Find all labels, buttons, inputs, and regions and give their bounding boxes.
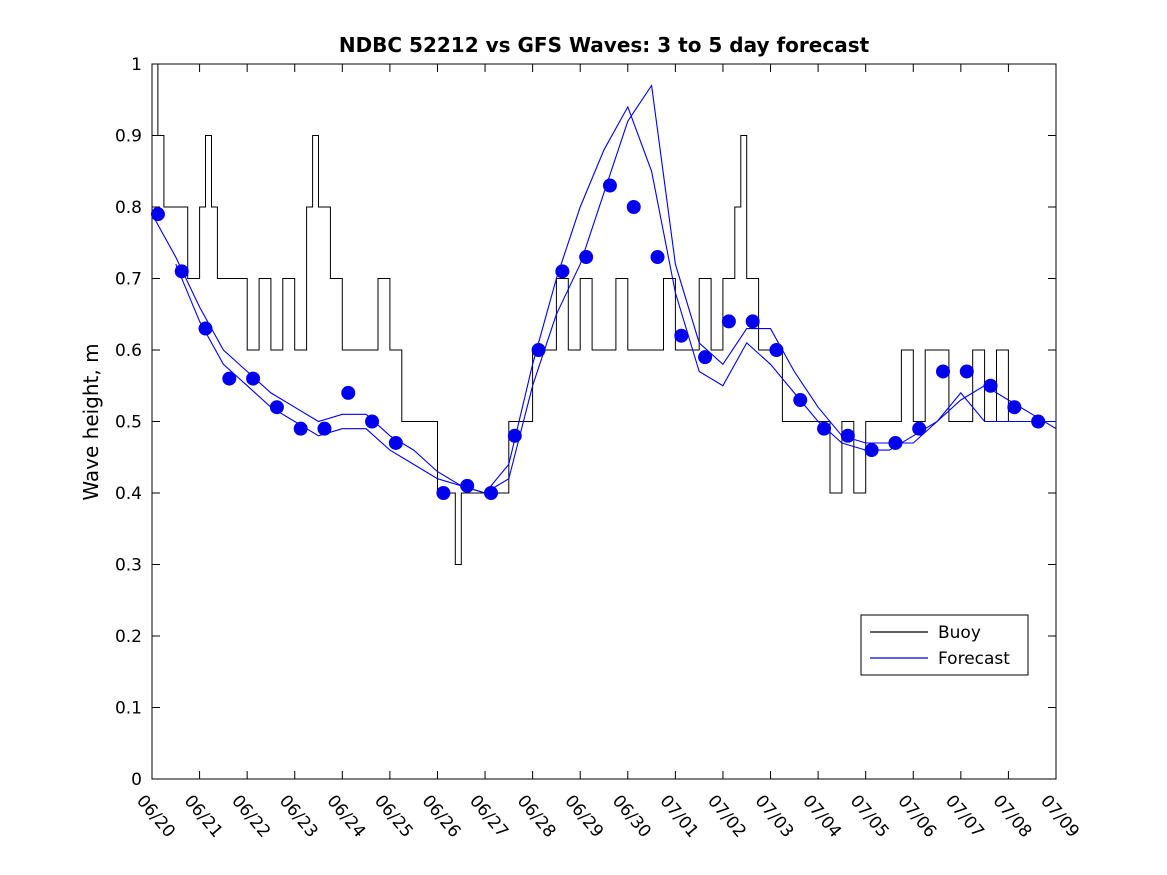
y-tick-label: 0.7	[115, 270, 142, 290]
forecast-marker	[293, 421, 308, 436]
forecast-marker	[246, 371, 261, 386]
forecast-marker	[769, 343, 784, 357]
forecast-marker	[888, 435, 903, 450]
y-tick-label: 1	[131, 55, 142, 75]
y-tick-label: 0	[131, 770, 142, 790]
forecast-marker	[436, 486, 451, 500]
chart-title: NDBC 52212 vs GFS Waves: 3 to 5 day fore…	[339, 33, 870, 57]
forecast-marker	[269, 400, 284, 415]
forecast-marker	[602, 178, 617, 193]
forecast-marker	[531, 343, 546, 357]
y-axis-label: Wave height, m	[79, 343, 103, 500]
forecast-marker	[341, 385, 356, 400]
forecast-run-line-1	[152, 83, 1056, 494]
forecast-marker	[983, 378, 998, 393]
forecast-marker	[460, 478, 475, 493]
y-tick-label: 0.5	[115, 413, 142, 433]
forecast-marker	[198, 321, 213, 336]
buoy-series-line	[152, 64, 1056, 565]
forecast-marker	[745, 314, 760, 329]
forecast-marker	[317, 421, 332, 436]
y-tick-label: 0.1	[115, 699, 142, 719]
forecast-marker	[1007, 400, 1022, 415]
forecast-marker	[674, 328, 689, 343]
forecast-marker	[507, 428, 522, 443]
forecast-marker	[936, 364, 950, 379]
forecast-marker	[626, 200, 641, 214]
forecast-marker	[150, 207, 165, 222]
y-tick-label: 0.3	[115, 556, 142, 576]
forecast-marker	[222, 371, 237, 386]
forecast-marker	[721, 314, 736, 329]
forecast-marker	[793, 393, 808, 408]
y-tick-label: 0.6	[115, 341, 142, 361]
forecast-marker	[555, 264, 570, 279]
forecast-marker	[912, 421, 927, 436]
legend-box	[860, 614, 1029, 676]
forecast-marker	[484, 486, 498, 500]
forecast-marker	[388, 435, 403, 450]
legend-entry-1: Buoy	[938, 623, 981, 643]
forecast-marker	[650, 250, 665, 265]
legend-entry-2: Forecast	[938, 649, 1010, 669]
forecast-marker	[579, 250, 594, 265]
forecast-marker	[698, 350, 713, 365]
forecast-marker	[959, 364, 974, 379]
forecast-marker	[174, 264, 189, 279]
y-tick-label: 0.2	[115, 627, 142, 647]
y-tick-label: 0.9	[115, 127, 142, 147]
forecast-marker	[840, 428, 855, 443]
forecast-marker	[817, 421, 832, 436]
forecast-marker	[365, 414, 380, 429]
forecast-marker	[864, 443, 879, 458]
forecast-marker	[1031, 414, 1046, 429]
y-tick-label: 0.4	[115, 484, 142, 504]
y-tick-label: 0.8	[115, 198, 142, 218]
legend: Buoy Forecast	[860, 614, 1029, 676]
